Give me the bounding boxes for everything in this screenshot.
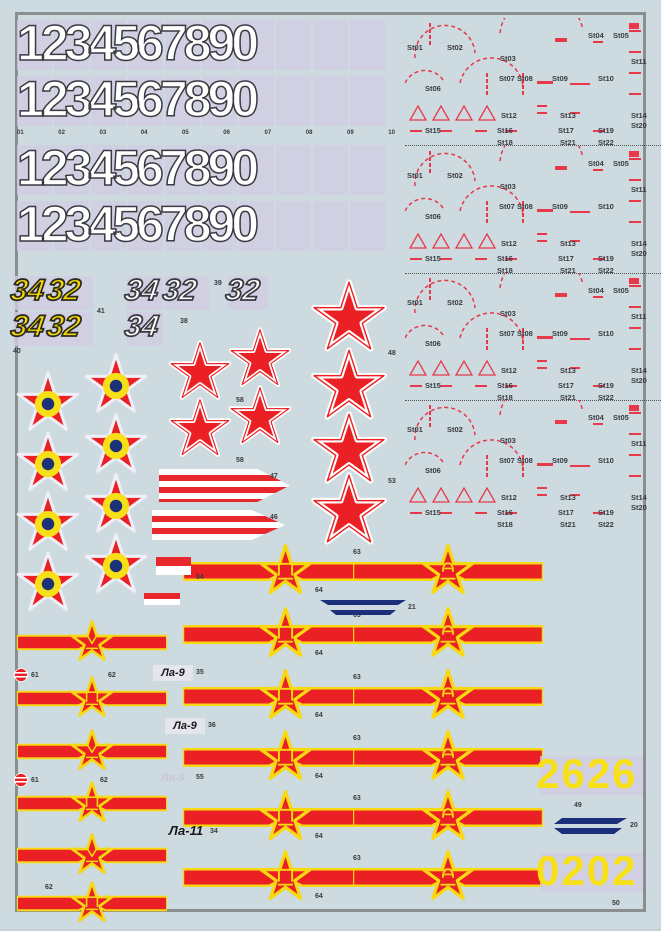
svg-text:St15: St15 <box>425 508 441 517</box>
svg-text:St08: St08 <box>517 202 533 211</box>
svg-text:St08: St08 <box>517 456 533 465</box>
svg-text:St14: St14 <box>631 493 648 502</box>
svg-text:St19: St19 <box>598 508 614 517</box>
svg-text:St20: St20 <box>631 503 647 512</box>
svg-text:St17: St17 <box>558 508 574 517</box>
svg-text:St04: St04 <box>588 413 605 422</box>
svg-text:St11: St11 <box>631 312 646 321</box>
svg-text:St09: St09 <box>552 456 568 465</box>
svg-text:St16: St16 <box>497 254 513 263</box>
svg-text:St01: St01 <box>407 298 423 307</box>
svg-text:St10: St10 <box>598 202 614 211</box>
svg-text:St10: St10 <box>598 74 614 83</box>
svg-text:St20: St20 <box>631 121 647 130</box>
svg-text:St06: St06 <box>425 212 441 221</box>
svg-text:St03: St03 <box>500 436 516 445</box>
svg-text:St05: St05 <box>613 31 629 40</box>
svg-text:St06: St06 <box>425 466 441 475</box>
svg-text:St08: St08 <box>517 329 533 338</box>
svg-text:St10: St10 <box>598 329 614 338</box>
svg-text:St07: St07 <box>499 329 515 338</box>
svg-text:St19: St19 <box>598 381 614 390</box>
svg-text:St17: St17 <box>558 254 574 263</box>
svg-text:St01: St01 <box>407 425 423 434</box>
svg-text:St11: St11 <box>631 57 646 66</box>
svg-text:St21: St21 <box>560 520 576 528</box>
svg-text:St05: St05 <box>613 159 629 168</box>
svg-text:St16: St16 <box>497 508 513 517</box>
svg-text:St09: St09 <box>552 202 568 211</box>
svg-text:St17: St17 <box>558 381 574 390</box>
svg-text:St14: St14 <box>631 111 648 120</box>
svg-text:St15: St15 <box>425 381 441 390</box>
svg-text:St02: St02 <box>447 43 463 52</box>
svg-text:St03: St03 <box>500 182 516 191</box>
svg-text:St12: St12 <box>501 239 517 248</box>
svg-text:St02: St02 <box>447 425 463 434</box>
svg-text:St09: St09 <box>552 74 568 83</box>
svg-text:St07: St07 <box>499 74 515 83</box>
svg-text:St12: St12 <box>501 111 517 120</box>
svg-text:St06: St06 <box>425 84 441 93</box>
svg-text:St20: St20 <box>631 249 647 258</box>
svg-text:St19: St19 <box>598 254 614 263</box>
svg-text:St02: St02 <box>447 171 463 180</box>
svg-text:St18: St18 <box>497 520 513 528</box>
svg-text:St22: St22 <box>598 520 614 528</box>
svg-text:St14: St14 <box>631 239 648 248</box>
svg-text:St03: St03 <box>500 54 516 63</box>
svg-text:St11: St11 <box>631 185 646 194</box>
svg-text:St11: St11 <box>631 439 646 448</box>
svg-text:St02: St02 <box>447 298 463 307</box>
svg-text:St13: St13 <box>560 111 576 120</box>
svg-text:St20: St20 <box>631 376 647 385</box>
svg-text:St13: St13 <box>560 493 576 502</box>
svg-text:St07: St07 <box>499 456 515 465</box>
svg-text:St13: St13 <box>560 239 576 248</box>
svg-text:St16: St16 <box>497 381 513 390</box>
svg-text:St07: St07 <box>499 202 515 211</box>
svg-text:St04: St04 <box>588 286 605 295</box>
svg-text:St10: St10 <box>598 456 614 465</box>
svg-text:St14: St14 <box>631 366 648 375</box>
svg-text:St12: St12 <box>501 493 517 502</box>
svg-text:St15: St15 <box>425 126 441 135</box>
svg-text:St05: St05 <box>613 286 629 295</box>
svg-text:St16: St16 <box>497 126 513 135</box>
svg-text:St06: St06 <box>425 339 441 348</box>
svg-text:St04: St04 <box>588 31 605 40</box>
svg-text:St17: St17 <box>558 126 574 135</box>
svg-text:St03: St03 <box>500 309 516 318</box>
svg-text:St04: St04 <box>588 159 605 168</box>
svg-text:St08: St08 <box>517 74 533 83</box>
svg-text:St01: St01 <box>407 171 423 180</box>
svg-text:St19: St19 <box>598 126 614 135</box>
svg-text:St01: St01 <box>407 43 423 52</box>
svg-text:St15: St15 <box>425 254 441 263</box>
svg-text:St05: St05 <box>613 413 629 422</box>
svg-text:St09: St09 <box>552 329 568 338</box>
svg-text:St13: St13 <box>560 366 576 375</box>
svg-text:St12: St12 <box>501 366 517 375</box>
